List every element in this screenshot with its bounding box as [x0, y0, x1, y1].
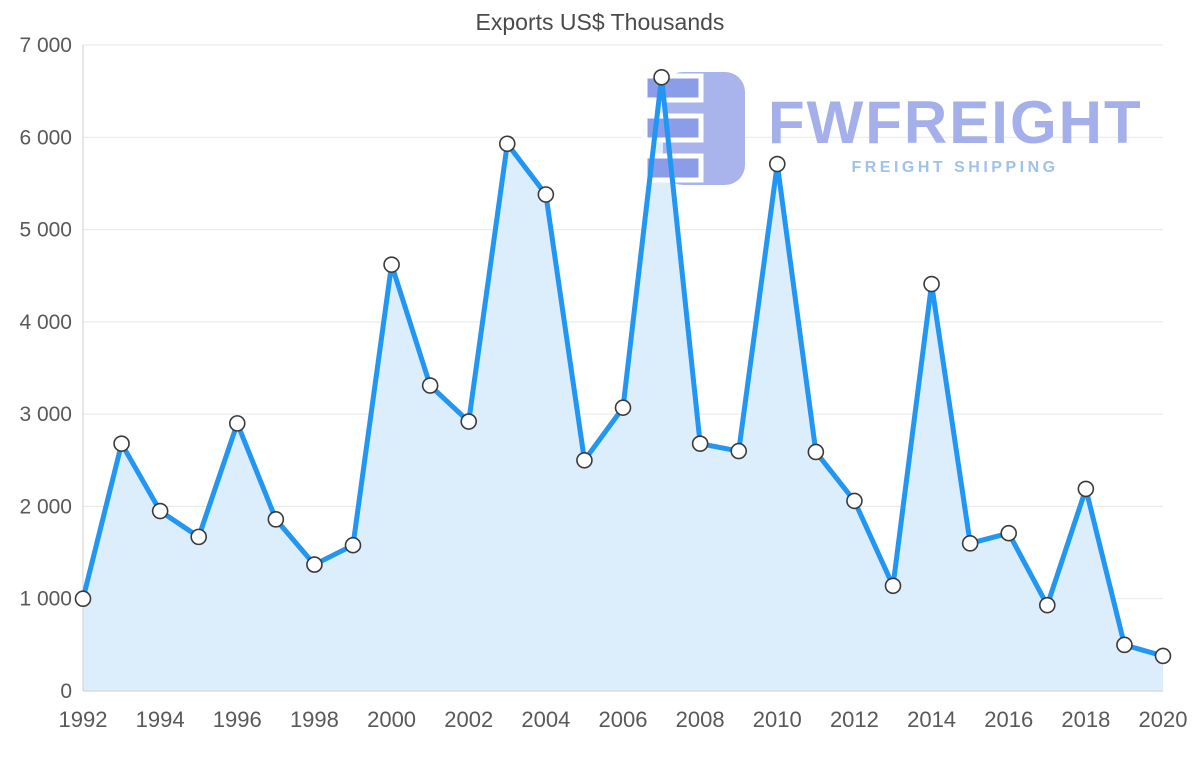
data-point-2001[interactable] [421, 377, 439, 394]
data-point-2003[interactable] [498, 135, 516, 153]
x-axis-label: 1994 [136, 707, 185, 732]
data-point-2009[interactable] [730, 442, 748, 460]
data-point-2008[interactable] [691, 435, 709, 452]
data-point-2011[interactable] [807, 443, 825, 461]
data-point-2002[interactable] [460, 413, 478, 430]
data-point-2016[interactable] [1000, 524, 1018, 542]
data-point-2020[interactable] [1154, 647, 1172, 665]
data-point-2012[interactable] [846, 492, 863, 510]
y-axis-label: 6 000 [19, 126, 72, 149]
data-point-2019[interactable] [1116, 636, 1133, 654]
data-point-2007[interactable] [653, 69, 670, 86]
x-axis-label: 2018 [1061, 707, 1110, 732]
area-fill [83, 77, 1163, 692]
data-point-2004[interactable] [537, 186, 555, 203]
data-point-2018[interactable] [1077, 480, 1095, 498]
x-axis-label: 2016 [984, 707, 1033, 732]
data-point-1999[interactable] [344, 536, 362, 554]
y-axis-label: 5 000 [19, 219, 72, 242]
brand-name: FWFREIGHT [768, 89, 1143, 156]
data-point-2014[interactable] [923, 275, 940, 293]
y-axis-label: 4 000 [19, 311, 72, 334]
x-axis-label: 2006 [599, 707, 648, 732]
data-point-2015[interactable] [961, 535, 979, 552]
x-axis-label: 2000 [367, 707, 416, 732]
data-point-1994[interactable] [151, 502, 169, 520]
chart-title: Exports US$ Thousands [476, 9, 725, 35]
x-axis-label: 1992 [59, 707, 108, 732]
x-axis-label: 2010 [753, 707, 802, 732]
data-point-2000[interactable] [383, 256, 400, 273]
y-axis-label: 1 000 [19, 588, 72, 611]
data-point-2017[interactable] [1038, 596, 1056, 614]
data-point-1993[interactable] [113, 435, 130, 452]
x-axis-label: 2002 [444, 707, 493, 732]
data-point-1997[interactable] [267, 511, 285, 528]
data-point-1998[interactable] [306, 556, 323, 573]
data-point-2005[interactable] [576, 451, 593, 469]
watermark: FWFREIGHT FREIGHT SHIPPING [642, 72, 1143, 185]
y-axis-label: 3 000 [19, 403, 72, 426]
x-axis-label: 2020 [1139, 707, 1188, 732]
exports-series [74, 69, 1172, 665]
x-axis-label: 1998 [290, 707, 339, 732]
y-axis-label: 2 000 [19, 495, 72, 518]
data-point-2013[interactable] [884, 577, 902, 595]
area-layer [83, 77, 1163, 692]
y-axis-label: 0 [60, 680, 72, 703]
x-axis-label: 2014 [907, 707, 956, 732]
x-axis-label: 2008 [676, 707, 725, 732]
data-point-1992[interactable] [74, 590, 92, 608]
y-axis-label: 7 000 [19, 34, 72, 57]
data-point-2010[interactable] [768, 155, 786, 173]
x-axis-label: 2004 [521, 707, 570, 732]
brand-tagline: FREIGHT SHIPPING [851, 159, 1058, 176]
data-point-2006[interactable] [614, 399, 632, 416]
axes: 1992 1994 1996 1998 2000 2002 2004 2006 2008 2010… [59, 45, 1188, 732]
x-axis-label: 2012 [830, 707, 879, 732]
x-axis-label: 1996 [213, 707, 262, 732]
data-point-1995[interactable] [190, 528, 208, 546]
data-point-1996[interactable] [228, 415, 246, 432]
